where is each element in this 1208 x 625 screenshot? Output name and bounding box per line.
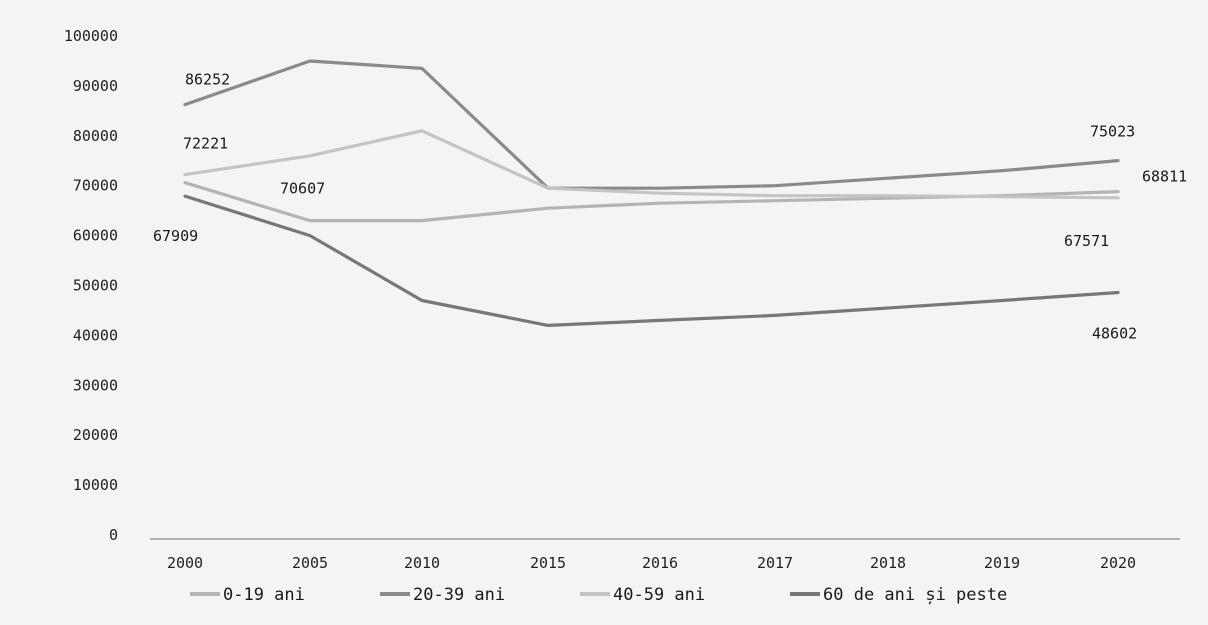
y-tick-label: 10000	[73, 476, 118, 494]
y-tick-label: 40000	[73, 326, 118, 344]
data-label: 86252	[185, 71, 230, 89]
data-label: 72221	[183, 135, 228, 153]
y-tick-label: 100000	[64, 27, 118, 45]
data-label: 75023	[1090, 123, 1135, 141]
x-tick-label: 2015	[530, 554, 566, 572]
x-tick-label: 2016	[642, 554, 678, 572]
legend-label-4: 60 de ani și peste	[823, 585, 1007, 605]
series-line-4	[183, 194, 1120, 327]
y-tick-label: 50000	[73, 277, 118, 295]
legend-label-2: 20-39 ani	[413, 585, 505, 605]
y-tick-label: 90000	[73, 77, 118, 95]
y-tick-label: 20000	[73, 426, 118, 444]
x-tick-label: 2010	[404, 554, 440, 572]
x-tick-label: 2017	[757, 554, 793, 572]
y-tick-label: 80000	[73, 127, 118, 145]
x-tick-label: 2018	[870, 554, 906, 572]
series-line-2	[183, 59, 1120, 190]
x-tick-label: 2005	[292, 554, 328, 572]
y-tick-label: 30000	[73, 376, 118, 394]
x-tick-label: 2019	[984, 554, 1020, 572]
data-label: 67909	[153, 227, 198, 245]
series-line-3	[183, 129, 1120, 200]
y-tick-label: 0	[109, 526, 118, 544]
data-label: 67571	[1064, 232, 1109, 250]
data-label: 68811	[1142, 168, 1187, 186]
legend-label-1: 0-19 ani	[223, 585, 305, 605]
x-tick-label: 2020	[1100, 554, 1136, 572]
y-tick-label: 60000	[73, 227, 118, 245]
legend-label-3: 40-59 ani	[613, 585, 705, 605]
y-tick-label: 70000	[73, 177, 118, 195]
data-label: 70607	[280, 180, 325, 198]
x-tick-label: 2000	[167, 554, 203, 572]
data-label: 48602	[1092, 324, 1137, 342]
